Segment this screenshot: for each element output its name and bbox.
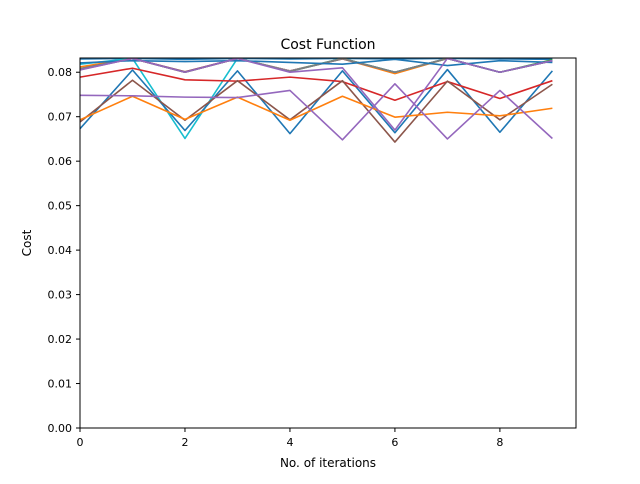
y-tick-label: 0.08 (48, 66, 73, 79)
plot-frame (79, 57, 577, 429)
y-tick-label: 0.01 (48, 378, 73, 391)
y-tick-label: 0.03 (48, 289, 73, 302)
series-line-13 (79, 82, 553, 141)
x-axis-label: No. of iterations (280, 456, 376, 470)
series-line-8 (79, 58, 553, 67)
series-line-1 (79, 57, 553, 61)
x-tick-label: 8 (496, 436, 503, 449)
y-tick-label: 0.06 (48, 155, 73, 168)
series-line-10 (79, 67, 553, 102)
y-tick-label: 0.05 (48, 200, 73, 213)
y-tick-label: 0.04 (48, 244, 73, 257)
x-tick-label: 0 (77, 436, 84, 449)
y-tick-label: 0.07 (48, 111, 73, 124)
chart-title: Cost Function (280, 37, 375, 53)
y-tick-label: 0.00 (48, 422, 73, 435)
y-tick-label: 0.02 (48, 333, 73, 346)
series-layer (79, 57, 553, 143)
x-tick-label: 4 (286, 436, 293, 449)
plot-area (80, 58, 576, 428)
series-line-14 (79, 57, 553, 131)
y-axis-label: Cost (20, 229, 34, 256)
x-tick-label: 6 (391, 436, 398, 449)
x-tick-label: 2 (181, 436, 188, 449)
x-axis: 0 2 4 6 8 (77, 428, 503, 449)
y-axis: 0.00 0.01 0.02 0.03 0.04 0.05 0.06 0.07 0.08 (48, 66, 80, 435)
series-line-11 (79, 79, 553, 143)
